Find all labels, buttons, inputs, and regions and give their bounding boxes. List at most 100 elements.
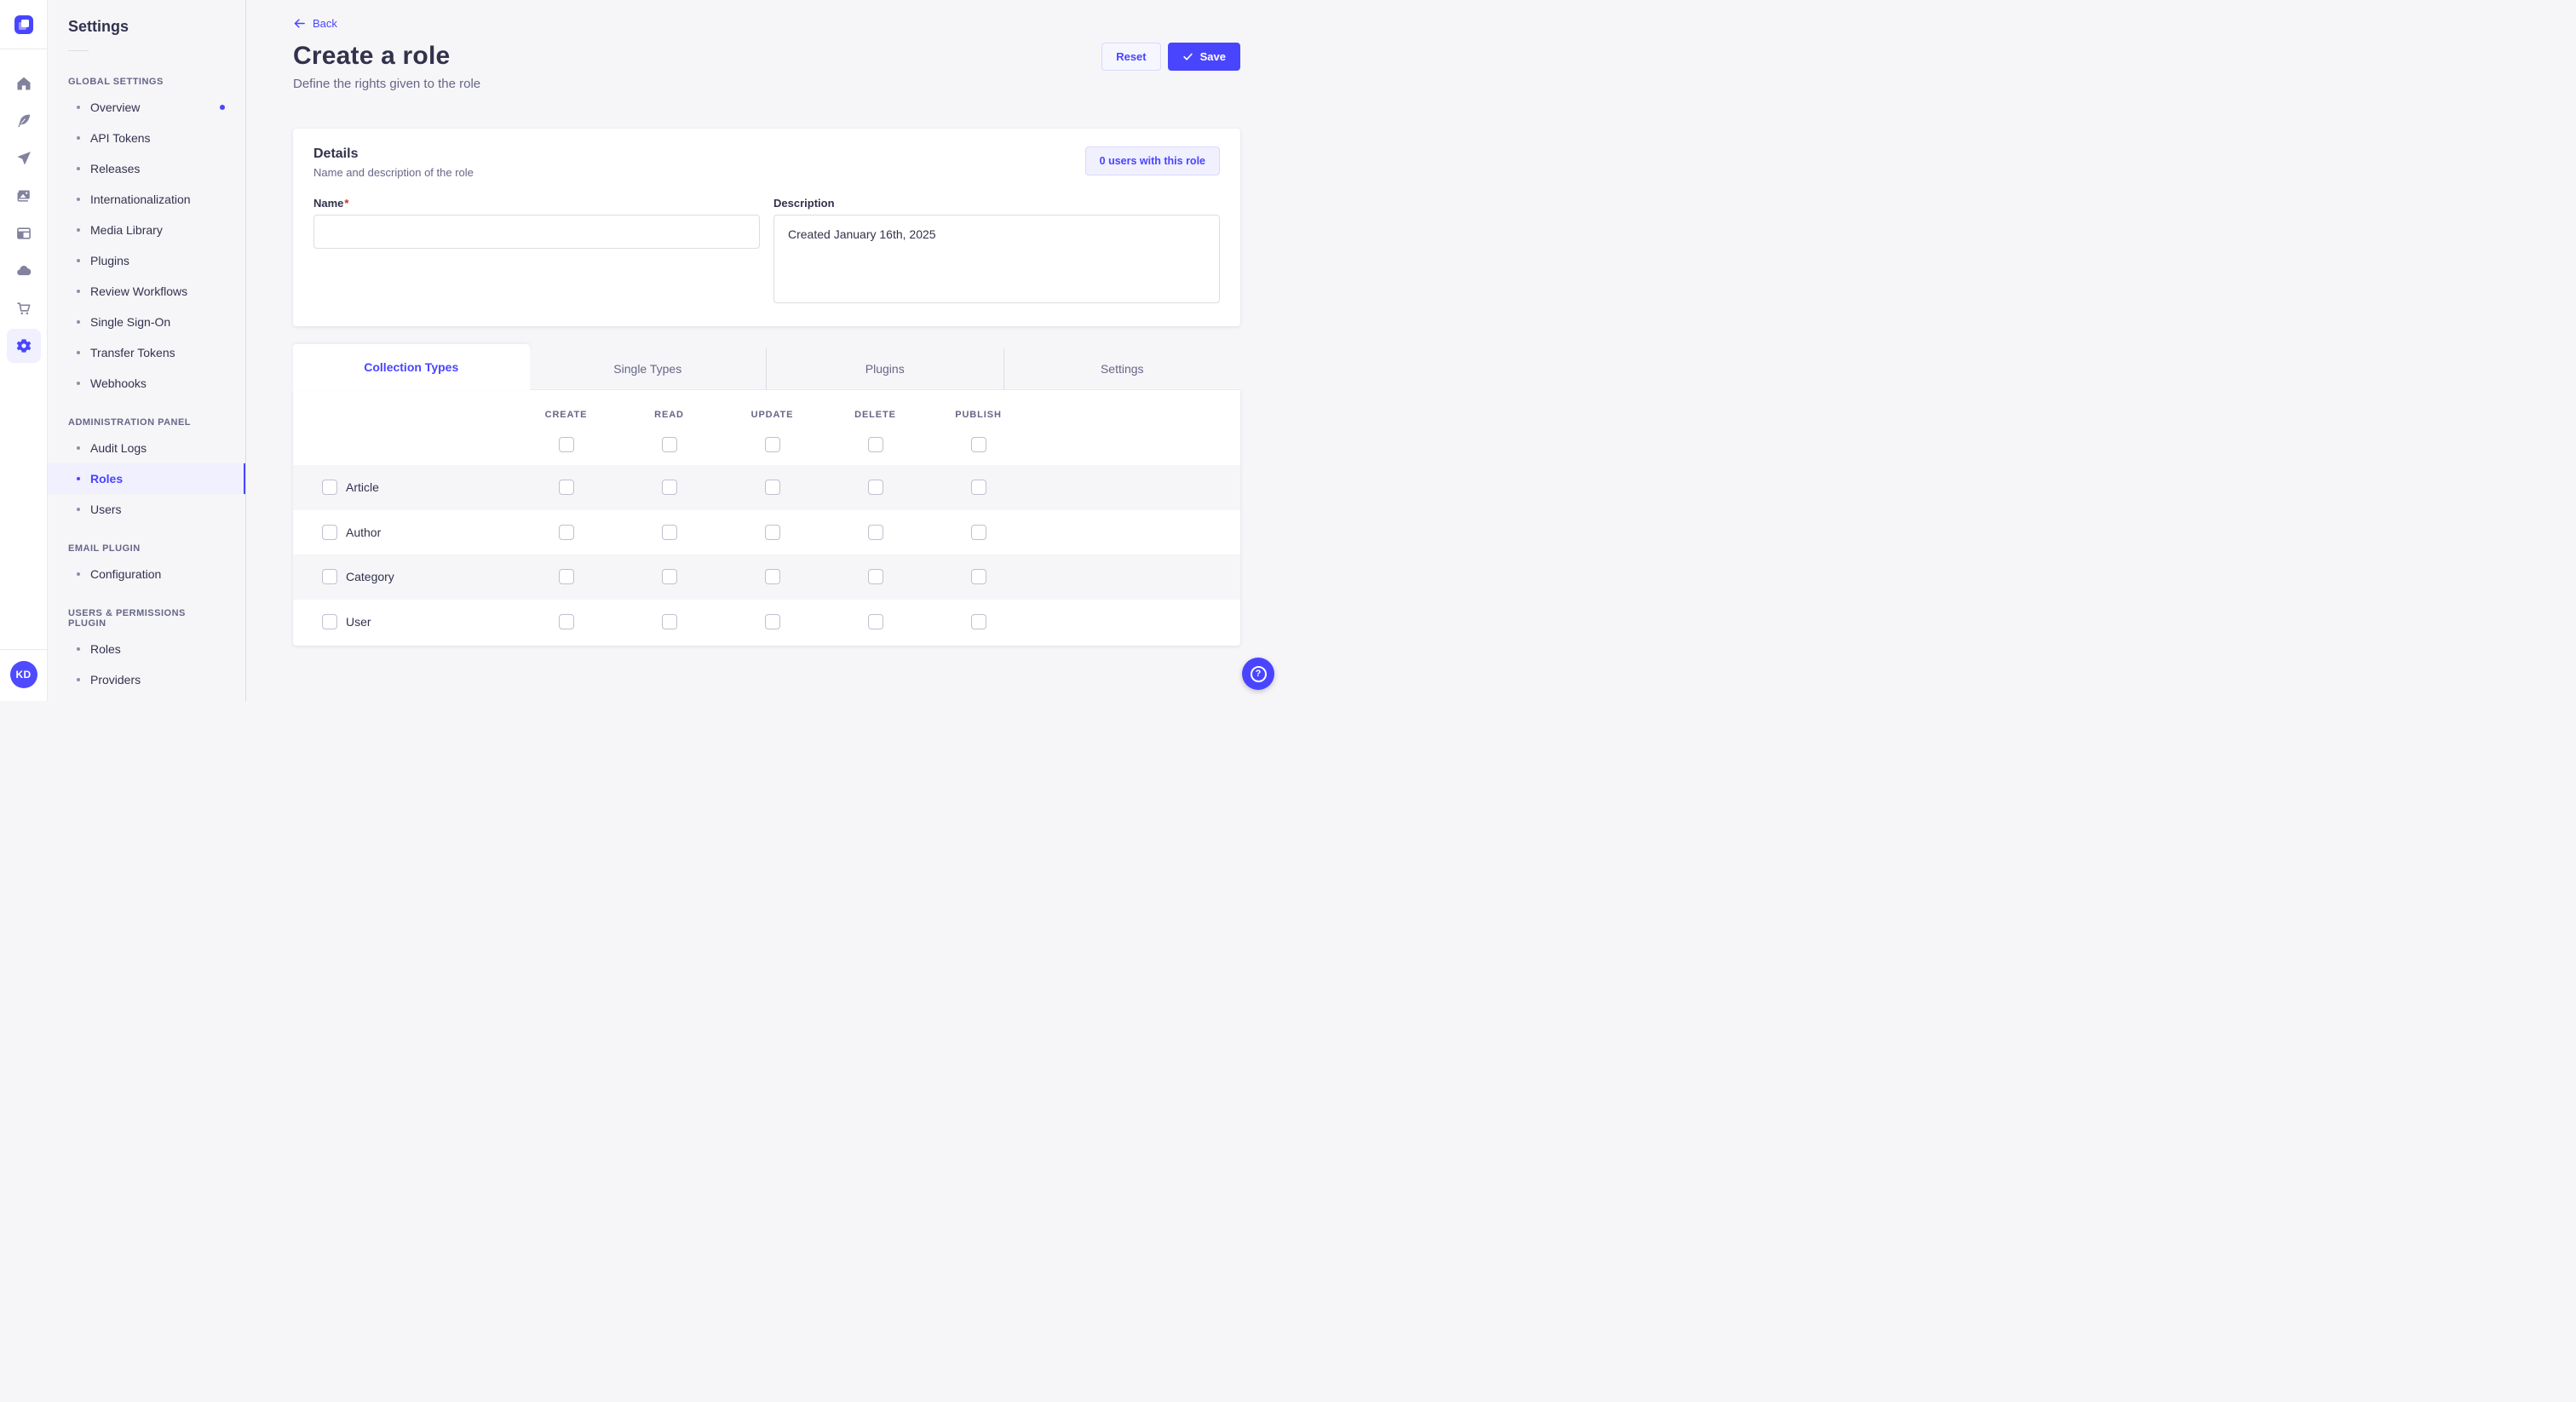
- header-actions: Reset Save: [1101, 43, 1240, 71]
- permissions-section: Collection TypesSingle TypesPluginsSetti…: [293, 348, 1240, 646]
- name-input[interactable]: [313, 215, 760, 249]
- user-create-checkbox[interactable]: [559, 614, 574, 629]
- subnav-title: Settings: [68, 18, 225, 36]
- select-all-delete-checkbox[interactable]: [868, 437, 883, 452]
- back-link[interactable]: Back: [293, 17, 337, 30]
- tab-settings[interactable]: Settings: [1003, 348, 1241, 390]
- sidebar-item-label: Overview: [90, 101, 140, 114]
- row-name-cell: User: [293, 614, 515, 629]
- checkbox-cell: [927, 614, 1030, 629]
- strapi-logo-icon[interactable]: [14, 15, 33, 34]
- users-with-role-button[interactable]: 0 users with this role: [1085, 147, 1220, 175]
- article-delete-checkbox[interactable]: [868, 480, 883, 495]
- bullet-icon: [77, 228, 80, 232]
- settings-subnav: Settings GLOBAL SETTINGSOverviewAPI Toke…: [48, 0, 246, 701]
- row-select-checkbox-category[interactable]: [322, 569, 337, 584]
- bullet-icon: [77, 477, 80, 480]
- checkbox-cell: [824, 525, 927, 540]
- sidebar-item-audit-logs[interactable]: Audit Logs: [48, 433, 245, 463]
- checkbox-cell: [824, 480, 927, 495]
- tab-single-types[interactable]: Single Types: [530, 348, 767, 390]
- article-read-checkbox[interactable]: [662, 480, 677, 495]
- sidebar-item-label: Releases: [90, 162, 140, 175]
- sidebar-item-webhooks[interactable]: Webhooks: [48, 368, 245, 399]
- save-button[interactable]: Save: [1168, 43, 1240, 71]
- author-publish-checkbox[interactable]: [971, 525, 986, 540]
- sidebar-item-roles[interactable]: Roles: [48, 463, 245, 494]
- subnav-section-label: ADMINISTRATION PANEL: [48, 417, 245, 428]
- author-read-checkbox[interactable]: [662, 525, 677, 540]
- author-update-checkbox[interactable]: [765, 525, 780, 540]
- bullet-icon: [77, 167, 80, 170]
- select-all-create-checkbox[interactable]: [559, 437, 574, 452]
- content-manager-icon[interactable]: [7, 104, 41, 138]
- column-header-create: CREATE: [515, 410, 618, 420]
- category-create-checkbox[interactable]: [559, 569, 574, 584]
- bullet-icon: [77, 351, 80, 354]
- article-create-checkbox[interactable]: [559, 480, 574, 495]
- sidebar-item-roles[interactable]: Roles: [48, 634, 245, 664]
- sidebar-item-providers[interactable]: Providers: [48, 664, 245, 695]
- checkbox-cell: [515, 525, 618, 540]
- description-field-group: Description Created January 16th, 2025: [773, 197, 1220, 306]
- row-select-checkbox-article[interactable]: [322, 480, 337, 495]
- row-select-checkbox-author[interactable]: [322, 525, 337, 540]
- reset-button[interactable]: Reset: [1101, 43, 1160, 71]
- user-read-checkbox[interactable]: [662, 614, 677, 629]
- checkbox-cell: [824, 437, 927, 452]
- name-label: Name*: [313, 197, 760, 210]
- releases-icon[interactable]: [7, 141, 41, 175]
- sidebar-item-configuration[interactable]: Configuration: [48, 559, 245, 589]
- user-update-checkbox[interactable]: [765, 614, 780, 629]
- sidebar-item-label: Users: [90, 503, 122, 516]
- sidebar-item-plugins[interactable]: Plugins: [48, 245, 245, 276]
- sidebar-item-api-tokens[interactable]: API Tokens: [48, 123, 245, 153]
- description-label: Description: [773, 197, 1220, 210]
- permissions-header-row: CREATEREADUPDATEDELETEPUBLISH: [293, 390, 1240, 424]
- row-label: Category: [346, 570, 394, 583]
- home-icon[interactable]: [7, 66, 41, 101]
- checkbox-cell: [618, 437, 721, 452]
- category-read-checkbox[interactable]: [662, 569, 677, 584]
- article-update-checkbox[interactable]: [765, 480, 780, 495]
- category-publish-checkbox[interactable]: [971, 569, 986, 584]
- content-type-builder-icon[interactable]: [7, 216, 41, 250]
- marketplace-icon[interactable]: [7, 291, 41, 325]
- column-header-read: READ: [618, 410, 721, 420]
- category-delete-checkbox[interactable]: [868, 569, 883, 584]
- user-publish-checkbox[interactable]: [971, 614, 986, 629]
- tab-plugins[interactable]: Plugins: [766, 348, 1003, 390]
- sidebar-item-label: API Tokens: [90, 131, 151, 145]
- row-select-checkbox-user[interactable]: [322, 614, 337, 629]
- sidebar-item-releases[interactable]: Releases: [48, 153, 245, 184]
- sidebar-item-transfer-tokens[interactable]: Transfer Tokens: [48, 337, 245, 368]
- deploy-icon[interactable]: [7, 254, 41, 288]
- sidebar-item-media-library[interactable]: Media Library: [48, 215, 245, 245]
- tab-collection-types[interactable]: Collection Types: [293, 344, 530, 390]
- checkbox-cell: [515, 437, 618, 452]
- sidebar-item-overview[interactable]: Overview: [48, 92, 245, 123]
- author-create-checkbox[interactable]: [559, 525, 574, 540]
- user-avatar[interactable]: KD: [10, 661, 37, 688]
- author-delete-checkbox[interactable]: [868, 525, 883, 540]
- select-all-publish-checkbox[interactable]: [971, 437, 986, 452]
- sidebar-item-label: Webhooks: [90, 376, 147, 390]
- subnav-sections: GLOBAL SETTINGSOverviewAPI TokensRelease…: [48, 51, 245, 695]
- help-button[interactable]: ?: [1242, 658, 1274, 690]
- sidebar-item-single-sign-on[interactable]: Single Sign-On: [48, 307, 245, 337]
- sidebar-item-internationalization[interactable]: Internationalization: [48, 184, 245, 215]
- user-delete-checkbox[interactable]: [868, 614, 883, 629]
- sidebar-item-review-workflows[interactable]: Review Workflows: [48, 276, 245, 307]
- checkbox-cell: [618, 480, 721, 495]
- sidebar-item-users[interactable]: Users: [48, 494, 245, 525]
- select-all-read-checkbox[interactable]: [662, 437, 677, 452]
- article-publish-checkbox[interactable]: [971, 480, 986, 495]
- media-library-icon[interactable]: [7, 179, 41, 213]
- select-all-update-checkbox[interactable]: [765, 437, 780, 452]
- row-name-cell: Category: [293, 569, 515, 584]
- checkbox-cell: [927, 569, 1030, 584]
- settings-icon[interactable]: [7, 329, 41, 363]
- category-update-checkbox[interactable]: [765, 569, 780, 584]
- checkbox-cell: [927, 480, 1030, 495]
- description-textarea[interactable]: Created January 16th, 2025: [773, 215, 1220, 303]
